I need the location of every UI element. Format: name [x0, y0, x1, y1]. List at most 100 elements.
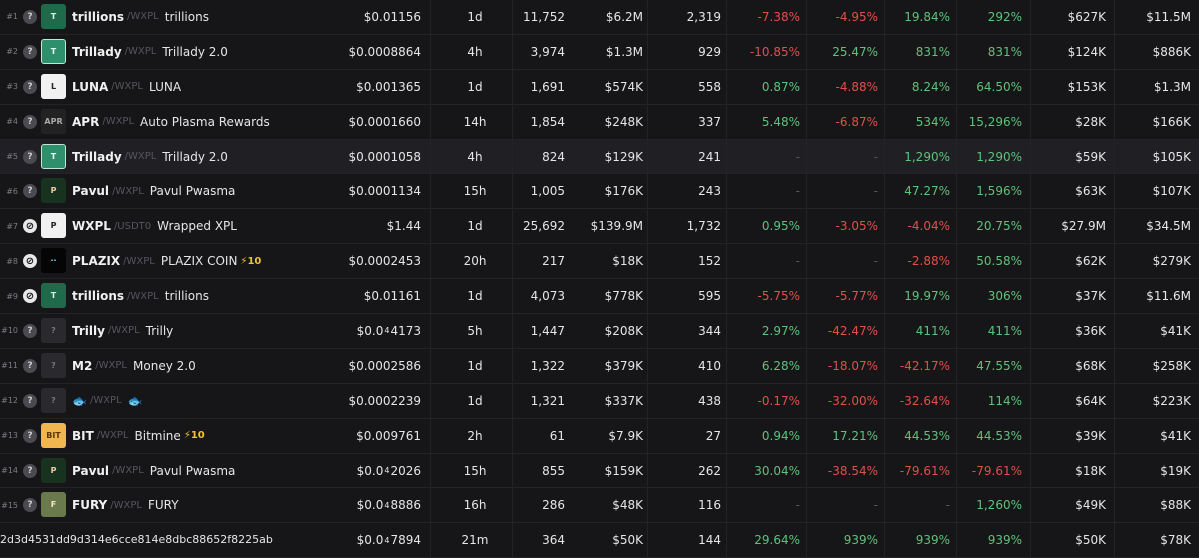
change-1h-cell: -18.07%	[827, 358, 878, 373]
column-divider	[647, 488, 648, 523]
volume-cell: $778K	[604, 289, 643, 304]
pair-quote: /WXPL	[123, 255, 155, 267]
column-divider	[430, 488, 431, 523]
column-divider	[1030, 209, 1031, 244]
column-divider	[512, 174, 513, 209]
liquidity-cell: $18K	[1075, 463, 1106, 478]
token-logo: L	[41, 73, 66, 99]
price-digits: 7894	[390, 533, 421, 548]
table-row[interactable]: #8 ⊘ ·· PLAZIX/WXPL PLAZIX COIN ⚡10 $0.0002453…	[0, 244, 1199, 280]
token-name-cell[interactable]: 🐟/WXPL 🐟	[72, 384, 143, 418]
token-name-cell[interactable]: M2/WXPL Money 2.0	[72, 349, 196, 383]
contract-address[interactable]: 2d3d4531dd9d314e6cce814e8dbc88652f8225ab	[0, 533, 277, 547]
token-symbol: trillions	[72, 289, 125, 304]
column-divider	[647, 348, 648, 383]
token-full-name: Bitmine	[134, 428, 181, 443]
column-divider	[1114, 174, 1115, 209]
token-symbol: LUNA	[72, 79, 109, 94]
change-1h-cell: -	[873, 498, 878, 513]
token-name-cell[interactable]: APR/WXPL Auto Plasma Rewards	[72, 105, 270, 139]
token-name-cell[interactable]: Trillady/WXPL Trillady 2.0	[72, 35, 228, 69]
column-divider	[647, 418, 648, 453]
price-prefix: $0.0	[356, 463, 384, 478]
pair-quote: /WXPL	[112, 185, 144, 197]
token-name-cell[interactable]: Trilly/WXPL Trilly	[72, 314, 173, 348]
token-name-cell[interactable]: trillions/WXPL trillions	[72, 0, 209, 34]
price-prefix: $0.0	[356, 533, 384, 548]
change-6h-cell: -42.17%	[899, 358, 950, 373]
table-row[interactable]: #5? T Trillady/WXPL Trillady 2.0 $0.0001058 4…	[0, 139, 1199, 175]
price-cell: $0.009761	[356, 428, 421, 443]
column-divider	[956, 383, 957, 418]
column-divider	[512, 0, 513, 34]
column-divider	[956, 139, 957, 174]
change-1h-cell: -	[873, 254, 878, 269]
rank-label: #15	[1, 500, 18, 510]
token-name-cell[interactable]: BIT/WXPL Bitmine ⚡10	[72, 419, 205, 453]
change-24h-cell: 939%	[987, 533, 1022, 548]
column-divider	[806, 279, 807, 314]
column-divider	[956, 69, 957, 104]
change-24h-cell: 114%	[987, 393, 1022, 408]
pair-quote: /WXPL	[107, 325, 140, 337]
column-divider	[726, 279, 727, 314]
change-1h-cell: -38.54%	[827, 463, 878, 478]
table-row[interactable]: #10?? Trilly/WXPL Trilly $0.0 4 4173 5h 1,447 $2…	[0, 314, 1199, 349]
column-divider	[512, 383, 513, 418]
column-divider	[884, 0, 885, 34]
column-divider	[1030, 244, 1031, 279]
column-divider	[726, 174, 727, 209]
liquidity-cell: $124K	[1067, 44, 1106, 59]
price-cell: $0.01156	[363, 9, 421, 24]
age-cell: 1d	[467, 79, 483, 94]
token-full-name: Wrapped XPL	[157, 219, 237, 234]
token-symbol: FURY	[72, 498, 108, 513]
token-full-name: Trillady 2.0	[162, 44, 228, 59]
makers-cell: 1,732	[686, 219, 721, 234]
token-name-cell[interactable]: Pavul/WXPL Pavul Pwasma	[72, 174, 235, 208]
change-5m-cell: 29.64%	[754, 533, 800, 548]
token-name-cell[interactable]: Trillady/WXPL Trillady 2.0	[72, 140, 228, 174]
liquidity-cell: $36K	[1075, 323, 1106, 338]
change-5m-cell: 0.94%	[761, 428, 800, 443]
txns-cell: 25,692	[523, 219, 565, 234]
token-name-cell[interactable]: PLAZIX/WXPL PLAZIX COIN ⚡10	[72, 244, 261, 278]
table-row[interactable]: #12?? 🐟/WXPL 🐟 $0.0002239 1d 1,321 $337K 438 -0.…	[0, 383, 1199, 419]
help-icon: ?	[23, 498, 37, 513]
table-row[interactable]: #7 ⊘ P WXPL/USDT0 Wrapped XPL $1.44 1d 25,692 $1…	[0, 209, 1199, 245]
market-cap-cell: $166K	[1152, 114, 1191, 129]
table-row[interactable]: #3? L LUNA/WXPL LUNA $0.001365 1d 1,691 $574K 55…	[0, 69, 1199, 105]
liquidity-cell: $27.9M	[1061, 219, 1106, 234]
table-row[interactable]: #4? APR APR/WXPL Auto Plasma Rewards $0.0001…	[0, 104, 1199, 140]
change-5m-cell: -	[795, 184, 800, 199]
rank-label: #12	[1, 396, 18, 406]
token-name-cell[interactable]: Pavul/WXPL Pavul Pwasma	[72, 454, 235, 488]
change-5m-cell: 0.87%	[761, 79, 800, 94]
volume-cell: $6.2M	[605, 9, 643, 24]
token-name-cell[interactable]: FURY/WXPL FURY	[72, 488, 179, 522]
market-cap-cell: $41K	[1160, 323, 1191, 338]
token-full-name: Money 2.0	[133, 358, 196, 373]
change-1h-cell: -4.95%	[835, 9, 878, 24]
rank-label: #4	[6, 117, 18, 127]
table-row[interactable]: #15? F FURY/WXPL FURY $0.0 4 8886 16h 286 $48K 116…	[0, 488, 1199, 524]
column-divider	[806, 418, 807, 453]
column-divider	[430, 174, 431, 209]
token-full-name: Auto Plasma Rewards	[140, 114, 270, 129]
table-row[interactable]: #2? T Trillady/WXPL Trillady 2.0 $0.0008864 4…	[0, 34, 1199, 70]
column-divider	[1114, 488, 1115, 523]
change-24h-cell: 306%	[987, 289, 1022, 304]
token-name-cell[interactable]: trillions/WXPL trillions	[72, 279, 209, 313]
txns-cell: 11,752	[523, 9, 565, 24]
token-name-cell[interactable]: WXPL/USDT0 Wrapped XPL	[72, 209, 237, 243]
column-divider	[956, 314, 957, 348]
token-name-cell[interactable]: LUNA/WXPL LUNA	[72, 70, 181, 104]
change-6h-cell: 411%	[915, 323, 950, 338]
table-row[interactable]: #11?? M2/WXPL Money 2.0 $0.0002586 1d 1,322 $3…	[0, 348, 1199, 384]
table-row[interactable]: #14? P Pavul/WXPL Pavul Pwasma $0.0 4 2026 15h 8…	[0, 453, 1199, 489]
table-row[interactable]: #13? BIT BIT/WXPL Bitmine ⚡10 $0.009761 2h 61 $7…	[0, 418, 1199, 454]
table-row[interactable]: #6? P Pavul/WXPL Pavul Pwasma $0.0001134 15h 1…	[0, 174, 1199, 210]
token-full-name: Pavul Pwasma	[149, 184, 236, 199]
